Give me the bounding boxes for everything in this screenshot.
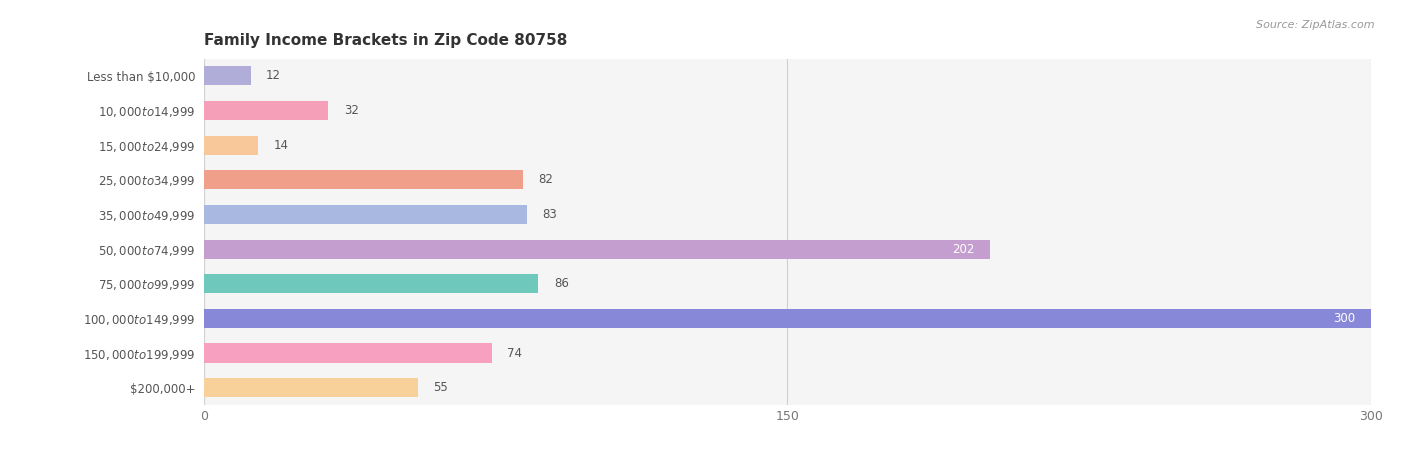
Text: Family Income Brackets in Zip Code 80758: Family Income Brackets in Zip Code 80758 (204, 32, 567, 48)
Bar (204, 128, 1371, 162)
Bar (204, 170, 523, 189)
Bar (204, 378, 418, 397)
Bar (204, 205, 527, 224)
Bar (204, 93, 1371, 128)
FancyBboxPatch shape (204, 336, 1371, 370)
Bar (204, 343, 492, 363)
Bar (204, 309, 1371, 328)
Bar (204, 239, 990, 259)
FancyBboxPatch shape (204, 58, 1371, 93)
FancyBboxPatch shape (204, 232, 1371, 266)
FancyBboxPatch shape (204, 93, 1371, 128)
Text: 12: 12 (266, 69, 281, 82)
Text: 74: 74 (508, 346, 522, 360)
FancyBboxPatch shape (204, 266, 1371, 301)
FancyBboxPatch shape (204, 128, 1371, 162)
Bar (204, 232, 1371, 266)
Bar (204, 336, 1371, 370)
Text: Source: ZipAtlas.com: Source: ZipAtlas.com (1257, 20, 1375, 30)
Bar (204, 301, 1371, 336)
Text: 32: 32 (344, 104, 359, 117)
Bar (204, 370, 1371, 405)
Text: 82: 82 (538, 173, 554, 186)
FancyBboxPatch shape (204, 197, 1371, 232)
Text: 86: 86 (554, 277, 569, 290)
Text: 55: 55 (433, 381, 449, 394)
Text: 300: 300 (1333, 312, 1355, 325)
FancyBboxPatch shape (204, 162, 1371, 197)
Bar (204, 58, 1371, 93)
Bar (204, 101, 329, 120)
Bar (204, 135, 259, 155)
Bar (204, 162, 1371, 197)
Bar (204, 197, 1371, 232)
FancyBboxPatch shape (204, 301, 1371, 336)
Bar (204, 266, 1371, 301)
Text: 14: 14 (274, 139, 288, 152)
Text: 202: 202 (952, 243, 974, 256)
Text: 83: 83 (543, 208, 557, 221)
Bar (204, 274, 538, 293)
FancyBboxPatch shape (204, 370, 1371, 405)
Bar (204, 66, 250, 86)
